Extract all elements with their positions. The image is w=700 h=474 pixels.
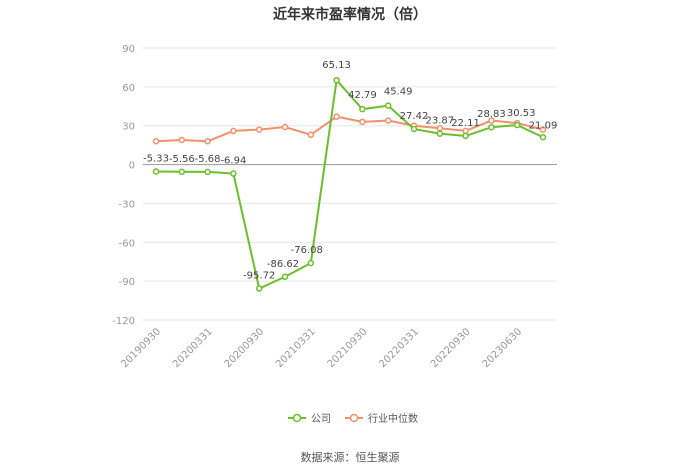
data-point[interactable] <box>359 105 366 113</box>
data-label: -5.33 <box>143 153 169 164</box>
legend-marker <box>292 413 302 423</box>
data-point[interactable] <box>410 125 418 133</box>
source-note: 数据来源：恒生聚源 <box>301 450 400 464</box>
y-tick-label: -90 <box>119 277 135 288</box>
data-point[interactable] <box>462 127 469 135</box>
data-point[interactable] <box>152 138 160 145</box>
data-label: -5.68 <box>195 154 221 165</box>
data-point[interactable] <box>488 117 495 124</box>
data-label: 28.83 <box>477 109 506 120</box>
data-label: 23.87 <box>425 116 454 127</box>
data-point[interactable] <box>152 168 160 175</box>
legend-item-1[interactable]: 行业中位数 <box>345 412 418 425</box>
data-point[interactable] <box>539 134 547 141</box>
y-axis: 90 60 30 0 -30 -60 -90 -120 <box>112 44 135 327</box>
y-tick-label: 90 <box>122 44 135 55</box>
legend-marker <box>349 413 359 423</box>
data-label: 21.09 <box>529 120 558 131</box>
y-tick-label: -120 <box>112 316 135 327</box>
x-tick-label: 20210930 <box>326 326 370 370</box>
data-point[interactable] <box>462 132 469 140</box>
x-tick-label: 20220930 <box>429 326 473 370</box>
data-point[interactable] <box>513 121 521 129</box>
data-point[interactable] <box>384 102 392 109</box>
data-point[interactable] <box>178 136 186 144</box>
data-point[interactable] <box>230 170 237 177</box>
data-point[interactable] <box>359 118 366 126</box>
data-point[interactable] <box>204 138 211 145</box>
x-tick-label: 20200331 <box>171 326 215 370</box>
data-point[interactable] <box>204 168 211 176</box>
data-point[interactable] <box>230 127 237 135</box>
data-point[interactable] <box>539 126 547 133</box>
data-point[interactable] <box>333 76 340 84</box>
data-label: 42.79 <box>348 90 377 101</box>
data-point[interactable] <box>281 273 289 281</box>
series-line-1 <box>155 115 544 143</box>
x-axis: 20190930 20200331 20200930 20210331 20210930… <box>119 326 524 370</box>
grid-lines <box>143 47 557 321</box>
series-layer <box>152 76 547 292</box>
legend[interactable]: 公司 行业中位数 <box>288 412 418 425</box>
data-point[interactable] <box>488 123 495 131</box>
data-point[interactable] <box>436 130 444 137</box>
data-point[interactable] <box>307 131 315 139</box>
data-point[interactable] <box>255 285 263 292</box>
data-label: 27.42 <box>400 111 429 122</box>
x-tick-label: 20200930 <box>223 326 267 370</box>
data-label: -6.94 <box>220 156 246 167</box>
data-point[interactable] <box>178 168 186 176</box>
y-tick-label: -30 <box>119 199 135 210</box>
data-label: 65.13 <box>322 60 351 71</box>
x-tick-label: 20230630 <box>481 326 525 370</box>
x-tick-label: 20220331 <box>377 326 421 370</box>
data-label: 45.49 <box>384 87 413 98</box>
data-label: -86.62 <box>267 259 299 270</box>
data-point[interactable] <box>307 259 315 267</box>
y-tick-label: -60 <box>119 238 135 249</box>
data-point[interactable] <box>384 117 392 124</box>
x-tick-label: 20210331 <box>274 326 318 370</box>
data-point[interactable] <box>255 126 263 133</box>
data-label: -5.56 <box>169 154 195 165</box>
y-tick-label: 60 <box>122 83 135 94</box>
data-label: -95.72 <box>243 271 275 282</box>
x-tick-label: 20190930 <box>119 326 163 370</box>
data-label: -76.08 <box>291 245 323 256</box>
data-labels: -5.33 -5.56 -5.68 -6.94 -95.72-86.62 -76.08 65… <box>143 60 557 281</box>
data-label: 30.53 <box>507 108 536 119</box>
legend-label: 公司 <box>311 414 331 425</box>
legend-item-0[interactable]: 公司 <box>288 413 331 425</box>
y-tick-label: 30 <box>122 122 135 133</box>
data-label: 22.11 <box>451 118 480 129</box>
series-line-0 <box>155 77 544 290</box>
legend-label: 行业中位数 <box>368 412 418 425</box>
y-tick-label: 0 <box>129 161 135 172</box>
data-point[interactable] <box>281 123 289 131</box>
chart-title: 近年来市盈率情况（倍） <box>273 6 427 23</box>
data-point[interactable] <box>333 113 340 120</box>
